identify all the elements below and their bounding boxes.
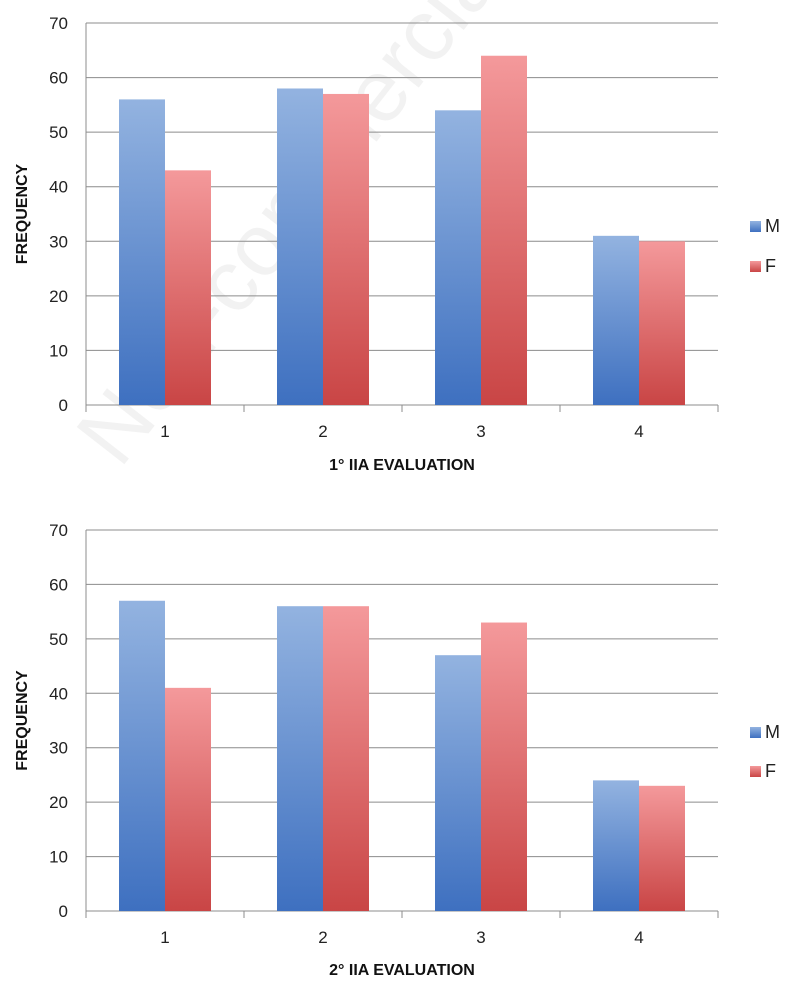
x-tick-label: 1 bbox=[160, 928, 169, 947]
y-tick-label: 30 bbox=[49, 739, 68, 758]
y-axis-title: FREQUENCY bbox=[14, 163, 31, 264]
y-tick-label: 0 bbox=[59, 396, 68, 415]
bar-f-3 bbox=[481, 55, 527, 405]
y-axis-title: FREQUENCY bbox=[14, 670, 31, 771]
y-tick-label: 70 bbox=[49, 14, 68, 33]
bar-m-1 bbox=[119, 600, 165, 911]
legend-label-m: M bbox=[765, 722, 780, 742]
bar-f-1 bbox=[165, 170, 211, 405]
x-tick-label: 2 bbox=[318, 422, 327, 441]
y-tick-label: 20 bbox=[49, 793, 68, 812]
y-tick-label: 30 bbox=[49, 232, 68, 251]
bar-m-1 bbox=[119, 99, 165, 406]
chart-2: 0 10 20 30 40 50 60 70 1 2 3 4 FREQUENCY 2° IIA EVALU… bbox=[14, 521, 780, 979]
bar-f-3 bbox=[481, 622, 527, 911]
bar-f-1 bbox=[165, 687, 211, 911]
x-axis-title: 1° IIA EVALUATION bbox=[329, 457, 475, 474]
y-tick-label: 50 bbox=[49, 630, 68, 649]
x-tick-label: 3 bbox=[476, 928, 485, 947]
bar-f-2 bbox=[323, 93, 369, 405]
bar-m-4 bbox=[593, 235, 639, 405]
y-tick-label: 70 bbox=[49, 521, 68, 540]
legend-swatch-m bbox=[750, 221, 761, 232]
x-tick-label: 3 bbox=[476, 422, 485, 441]
bar-m-3 bbox=[435, 655, 481, 911]
legend-label-f: F bbox=[765, 256, 776, 276]
x-axis-title: 2° IIA EVALUATION bbox=[329, 962, 475, 979]
bar-m-2 bbox=[277, 606, 323, 911]
y-tick-label: 50 bbox=[49, 123, 68, 142]
y-tick-label: 40 bbox=[49, 178, 68, 197]
legend-label-m: M bbox=[765, 216, 780, 236]
bar-f-2 bbox=[323, 606, 369, 911]
y-tick-label: 60 bbox=[49, 69, 68, 88]
bar-m-3 bbox=[435, 110, 481, 406]
y-tick-label: 60 bbox=[49, 575, 68, 594]
chart-1: 0 10 20 30 40 50 60 70 1 2 3 4 FREQUENCY 1° IIA EVALU… bbox=[14, 14, 780, 474]
y-tick-label: 40 bbox=[49, 684, 68, 703]
legend-swatch-f bbox=[750, 261, 761, 272]
y-tick-label: 10 bbox=[49, 341, 68, 360]
legend-swatch-m bbox=[750, 727, 761, 738]
bar-m-4 bbox=[593, 780, 639, 911]
legend-swatch-f bbox=[750, 766, 761, 777]
x-tick-label: 2 bbox=[318, 928, 327, 947]
y-tick-label: 0 bbox=[59, 902, 68, 921]
bar-f-4 bbox=[639, 241, 685, 405]
y-tick-label: 10 bbox=[49, 848, 68, 867]
legend-label-f: F bbox=[765, 761, 776, 781]
x-tick-label: 4 bbox=[634, 928, 643, 947]
bar-m-2 bbox=[277, 88, 323, 405]
y-tick-label: 20 bbox=[49, 287, 68, 306]
bar-f-4 bbox=[639, 785, 685, 911]
x-tick-label: 4 bbox=[634, 422, 643, 441]
x-tick-label: 1 bbox=[160, 422, 169, 441]
